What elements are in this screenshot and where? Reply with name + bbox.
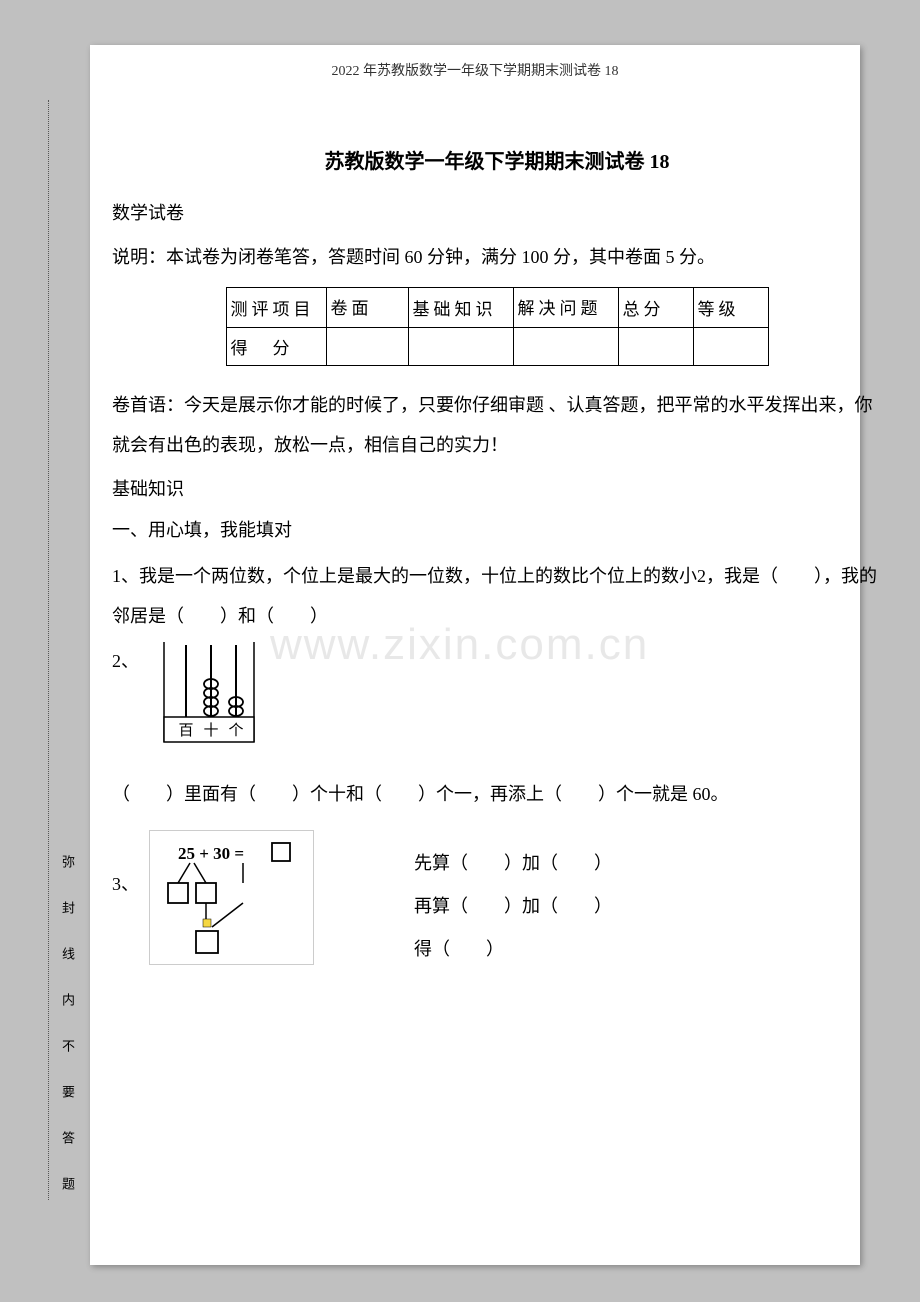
table-cell-blank (408, 328, 513, 366)
question-3-row: 3、 25 + 30 = 先算（ ）加（ ） (112, 830, 882, 972)
q3-line-1: 先算（ ）加（ ） (414, 842, 612, 885)
question-3-label: 3、 (112, 870, 139, 896)
binding-dotted-line (48, 100, 49, 1200)
table-row: 得 分 (226, 328, 768, 366)
section-one-title: 一、用心填，我能填对 (112, 516, 882, 542)
score-table: 测评项目 卷面 基础知识 解决问题 总分 等级 得 分 (226, 287, 769, 366)
exam-title: 苏教版数学一年级下学期期末测试卷 18 (112, 145, 882, 174)
table-score-label: 得 分 (226, 328, 326, 366)
table-row: 测评项目 卷面 基础知识 解决问题 总分 等级 (226, 288, 768, 328)
exam-subtitle: 数学试卷 (112, 199, 882, 225)
table-header-solve: 解决问题 (513, 288, 618, 328)
table-header-total: 总分 (618, 288, 693, 328)
q3-line-2: 再算（ ）加（ ） (414, 885, 612, 928)
abacus-icon: 百 十 个 (149, 642, 259, 752)
table-cell-blank (326, 328, 408, 366)
exam-page: 2022 年苏教版数学一年级下学期期末测试卷 18 www.zixin.com.… (90, 45, 860, 1265)
abacus-label-ge: 个 (228, 722, 243, 739)
table-cell-blank (693, 328, 768, 366)
exam-instructions: 说明：本试卷为闭卷笔答，答题时间 60 分钟，满分 100 分，其中卷面 5 分… (112, 243, 882, 269)
question-3-answer-lines: 先算（ ）加（ ） 再算（ ）加（ ） 得（ ） (414, 842, 612, 972)
question-2-label: 2、 (112, 647, 139, 673)
question-3-diagram: 25 + 30 = (149, 830, 314, 965)
calc-flow-icon: 25 + 30 = (150, 831, 315, 966)
page-header: 2022 年苏教版数学一年级下学期期末测试卷 18 (90, 60, 860, 80)
question-2-text: （ ）里面有（ ）个十和（ ）个一，再添上（ ）个一就是 60。 (112, 775, 882, 815)
preface-text: 卷首语：今天是展示你才能的时候了，只要你仔细审题 、认真答题，把平常的水平发挥出… (112, 386, 882, 465)
svg-text:25 + 30 =: 25 + 30 = (178, 844, 244, 863)
abacus-diagram: 百 十 个 (149, 642, 259, 757)
side-main-text: 弥 封 线 内 不 要 答 题 (56, 855, 79, 1200)
section-basic-label: 基础知识 (112, 475, 882, 501)
table-cell-blank (513, 328, 618, 366)
abacus-label-bai: 百 (178, 723, 193, 739)
table-header-paper: 卷面 (326, 288, 408, 328)
table-header-basic: 基础知识 (408, 288, 513, 328)
question-2-row: 2、 百 十 个 (112, 642, 882, 757)
q3-line-3: 得（ ） (414, 928, 612, 971)
abacus-label-shi: 十 (203, 722, 218, 739)
table-header-item: 测评项目 (226, 288, 326, 328)
question-1: 1、我是一个两位数，个位上是最大的一位数，十位上的数比个位上的数小2，我是（ ）… (112, 557, 882, 636)
page-content: 苏教版数学一年级下学期期末测试卷 18 数学试卷 说明：本试卷为闭卷笔答，答题时… (112, 145, 882, 972)
table-cell-blank (618, 328, 693, 366)
side-binding-strip: 弥 封 线 内 不 要 答 题 (50, 100, 85, 1200)
table-header-grade: 等级 (693, 288, 768, 328)
